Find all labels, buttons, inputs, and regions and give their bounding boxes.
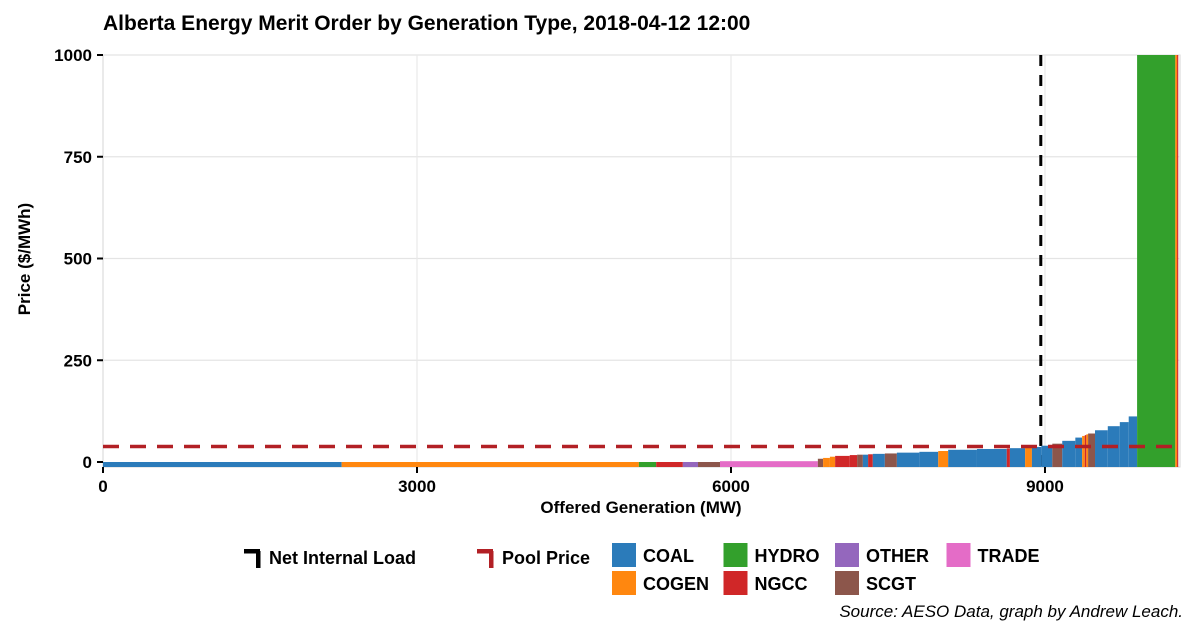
bar-segment-hydro: [1137, 55, 1176, 467]
bar-segment-coal: [976, 448, 1007, 467]
merit-order-bars: [103, 55, 1179, 467]
bar-segment-scgt: [817, 458, 824, 467]
pool-price-key-icon: [489, 551, 494, 568]
legend-swatch-scgt: [835, 571, 859, 595]
legend-swatch-trade: [946, 543, 971, 567]
legend-label-net-internal-load: Net Internal Load: [269, 548, 416, 568]
y-tick-label: 500: [64, 250, 92, 269]
plot-panel: [102, 54, 1181, 468]
bar-segment-coal: [1128, 416, 1138, 467]
axis-tick-marks: [97, 54, 1046, 473]
bar-segment-coal: [1119, 422, 1129, 467]
bar-segment-hydro: [638, 462, 657, 467]
bar-segment-coal: [1031, 446, 1042, 467]
bar-segment-ngcc: [835, 455, 850, 467]
y-tick-label: 0: [83, 453, 92, 472]
legend-label-other: OTHER: [866, 546, 929, 566]
legend-label-trade: TRADE: [978, 546, 1040, 566]
pool-price-key-icon: [477, 549, 493, 554]
bar-segment-ngcc: [1006, 448, 1010, 467]
legend-swatch-coal: [612, 543, 636, 567]
bar-segment-coal: [103, 462, 342, 467]
bar-segment-ngcc: [1084, 435, 1087, 467]
y-tick-label: 250: [64, 351, 92, 370]
bar-segment-scgt: [1052, 443, 1063, 467]
bar-segment-coal: [1041, 445, 1053, 467]
y-tick-label: 750: [64, 148, 92, 167]
bar-segment-ngcc: [656, 462, 683, 467]
legend-label-cogen: COGEN: [643, 574, 709, 594]
bar-segment-ngcc: [868, 454, 873, 467]
chart-title: Alberta Energy Merit Order by Generation…: [103, 12, 750, 35]
bar-segment-scgt: [884, 453, 897, 467]
bar-segment-coal: [862, 454, 869, 467]
bar-segment-cogen: [1082, 435, 1085, 467]
bar-segment-coal: [919, 451, 939, 467]
bar-segment-cogen: [341, 462, 639, 467]
bar-segment-cogen: [823, 457, 830, 467]
bar-segment-cogen: [1086, 434, 1089, 467]
bar-segment-coal: [948, 449, 977, 467]
legend-label-pool-price: Pool Price: [502, 548, 590, 568]
bar-segment-ngcc: [849, 455, 858, 467]
x-tick-label: 9000: [1026, 477, 1064, 496]
bar-segment-coal: [1075, 437, 1083, 467]
legend-label-hydro: HYDRO: [755, 546, 820, 566]
bar-segment-scgt: [698, 462, 720, 467]
net-internal-load-key-icon: [256, 551, 261, 568]
y-axis-title: Price ($/MWh): [15, 203, 34, 315]
bar-segment-scgt: [857, 454, 863, 467]
bar-segment-coal: [872, 453, 885, 467]
bar-segment-coal: [1062, 440, 1076, 467]
bar-segment-coal: [1009, 448, 1026, 467]
legend-swatch-cogen: [612, 571, 636, 595]
axis-tick-labels: 0 250 500 750 1000 0 3000 6000 9000: [54, 46, 1064, 496]
legend-swatch-ngcc: [723, 571, 748, 595]
legend-label-ngcc: NGCC: [755, 574, 808, 594]
x-tick-label: 0: [98, 477, 107, 496]
bar-segment-cogen: [829, 456, 836, 467]
net-internal-load-key-icon: [244, 549, 260, 554]
legend-label-coal: COAL: [643, 546, 694, 566]
bar-segment-scgt: [1088, 433, 1096, 467]
legend-swatch-hydro: [723, 543, 748, 567]
bar-segment-coal: [1095, 430, 1108, 467]
source-note: Source: AESO Data, graph by Andrew Leach…: [839, 602, 1183, 621]
legend-label-scgt: SCGT: [866, 574, 916, 594]
legend-net-internal-load: Net Internal Load: [244, 548, 416, 568]
x-tick-label: 6000: [712, 477, 750, 496]
bar-segment-cogen: [938, 451, 949, 467]
bar-segment-ngcc: [1177, 55, 1179, 467]
bar-segment-other: [682, 462, 699, 467]
x-axis-title: Offered Generation (MW): [540, 498, 741, 517]
x-tick-label: 3000: [398, 477, 436, 496]
fuel-legend: COAL HYDRO OTHER TRADE COGEN NGCC SCGT: [612, 543, 1040, 595]
legend-swatch-other: [835, 543, 859, 567]
bar-segment-cogen: [1025, 447, 1032, 467]
y-tick-label: 1000: [54, 46, 92, 65]
bar-segment-coal: [896, 452, 920, 467]
bar-segment-cogen: [1175, 55, 1178, 467]
bar-segment-trade: [719, 461, 818, 467]
gridlines: [103, 54, 1180, 467]
legend-pool-price: Pool Price: [477, 548, 590, 568]
